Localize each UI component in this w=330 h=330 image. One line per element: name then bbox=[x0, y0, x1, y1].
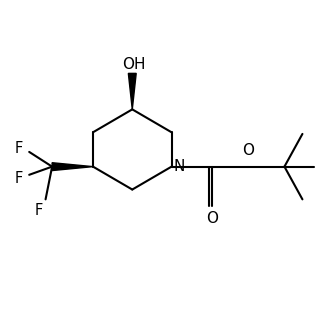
Text: F: F bbox=[15, 141, 23, 156]
Polygon shape bbox=[52, 163, 93, 171]
Polygon shape bbox=[128, 73, 136, 109]
Text: OH: OH bbox=[122, 57, 146, 72]
Text: F: F bbox=[15, 171, 23, 185]
Text: O: O bbox=[207, 211, 218, 226]
Text: F: F bbox=[35, 203, 43, 217]
Text: O: O bbox=[243, 144, 254, 158]
Text: N: N bbox=[173, 159, 184, 174]
